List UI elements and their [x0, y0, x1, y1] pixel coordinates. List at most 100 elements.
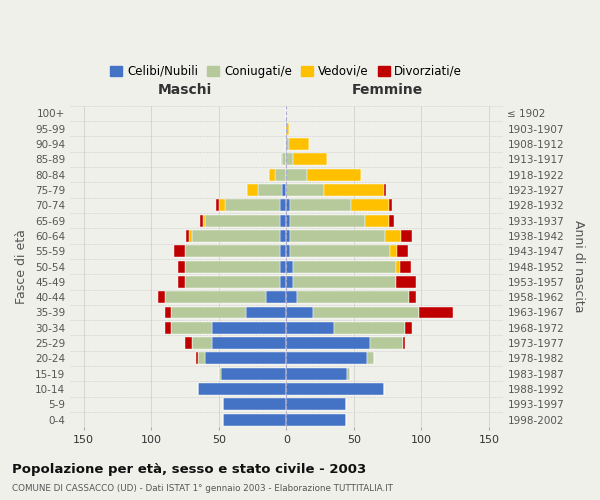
Bar [385, 230, 401, 242]
Bar [219, 200, 226, 211]
Bar [289, 138, 309, 150]
Bar [185, 276, 280, 288]
Bar [191, 230, 280, 242]
Bar [286, 398, 346, 410]
Bar [389, 200, 392, 211]
Bar [221, 368, 286, 380]
Bar [216, 200, 219, 211]
Bar [247, 184, 258, 196]
Bar [286, 383, 383, 395]
Bar [158, 291, 164, 303]
Bar [212, 322, 286, 334]
Bar [275, 168, 286, 180]
Bar [286, 230, 290, 242]
Bar [405, 322, 412, 334]
Bar [258, 184, 282, 196]
Legend: Celibi/Nubili, Coniugati/e, Vedovi/e, Divorziati/e: Celibi/Nubili, Coniugati/e, Vedovi/e, Di… [106, 60, 467, 82]
Bar [286, 291, 297, 303]
Bar [313, 306, 419, 318]
Bar [205, 352, 286, 364]
Bar [219, 368, 221, 380]
Bar [286, 184, 324, 196]
Bar [280, 230, 286, 242]
Bar [199, 352, 205, 364]
Bar [200, 214, 203, 226]
Bar [307, 168, 361, 180]
Bar [203, 214, 205, 226]
Bar [280, 200, 286, 211]
Bar [185, 337, 191, 349]
Bar [266, 291, 286, 303]
Bar [297, 291, 409, 303]
Bar [365, 214, 389, 226]
Bar [293, 260, 396, 272]
Bar [269, 168, 275, 180]
Bar [178, 260, 185, 272]
Bar [334, 322, 405, 334]
Bar [290, 245, 391, 257]
Bar [370, 337, 403, 349]
Bar [286, 138, 289, 150]
Bar [223, 414, 286, 426]
Bar [286, 276, 293, 288]
Bar [290, 214, 365, 226]
Bar [282, 184, 286, 196]
Bar [199, 383, 286, 395]
Bar [409, 291, 416, 303]
Bar [172, 322, 212, 334]
Bar [286, 306, 313, 318]
Bar [246, 306, 286, 318]
Bar [286, 168, 307, 180]
Bar [178, 276, 185, 288]
Y-axis label: Anni di nascita: Anni di nascita [572, 220, 585, 313]
Bar [280, 276, 286, 288]
Bar [324, 184, 383, 196]
Bar [205, 214, 280, 226]
Bar [172, 306, 246, 318]
Bar [290, 200, 351, 211]
Bar [401, 230, 412, 242]
Bar [196, 352, 199, 364]
Bar [293, 276, 396, 288]
Bar [164, 291, 266, 303]
Bar [400, 260, 410, 272]
Bar [286, 214, 290, 226]
Bar [191, 337, 212, 349]
Bar [403, 337, 405, 349]
Bar [286, 337, 370, 349]
Bar [286, 260, 293, 272]
Text: COMUNE DI CASSACCO (UD) - Dati ISTAT 1° gennaio 2003 - Elaborazione TUTTITALIA.I: COMUNE DI CASSACCO (UD) - Dati ISTAT 1° … [12, 484, 393, 493]
Bar [397, 245, 408, 257]
Bar [290, 230, 385, 242]
Bar [186, 230, 189, 242]
Bar [174, 245, 185, 257]
Bar [286, 414, 346, 426]
Bar [286, 322, 334, 334]
Bar [281, 154, 282, 166]
Bar [286, 122, 289, 134]
Bar [286, 368, 347, 380]
Bar [280, 214, 286, 226]
Bar [396, 276, 416, 288]
Bar [286, 352, 367, 364]
Bar [185, 245, 280, 257]
Bar [396, 260, 400, 272]
Bar [286, 154, 293, 166]
Bar [293, 154, 327, 166]
Y-axis label: Fasce di età: Fasce di età [15, 229, 28, 304]
Bar [367, 352, 374, 364]
Bar [351, 200, 389, 211]
Bar [185, 260, 280, 272]
Bar [391, 245, 397, 257]
Text: Popolazione per età, sesso e stato civile - 2003: Popolazione per età, sesso e stato civil… [12, 462, 366, 475]
Bar [286, 200, 290, 211]
Bar [280, 260, 286, 272]
Bar [419, 306, 452, 318]
Bar [226, 200, 280, 211]
Bar [282, 154, 286, 166]
Bar [164, 322, 172, 334]
Bar [389, 214, 394, 226]
Bar [347, 368, 350, 380]
Bar [212, 337, 286, 349]
Bar [280, 245, 286, 257]
